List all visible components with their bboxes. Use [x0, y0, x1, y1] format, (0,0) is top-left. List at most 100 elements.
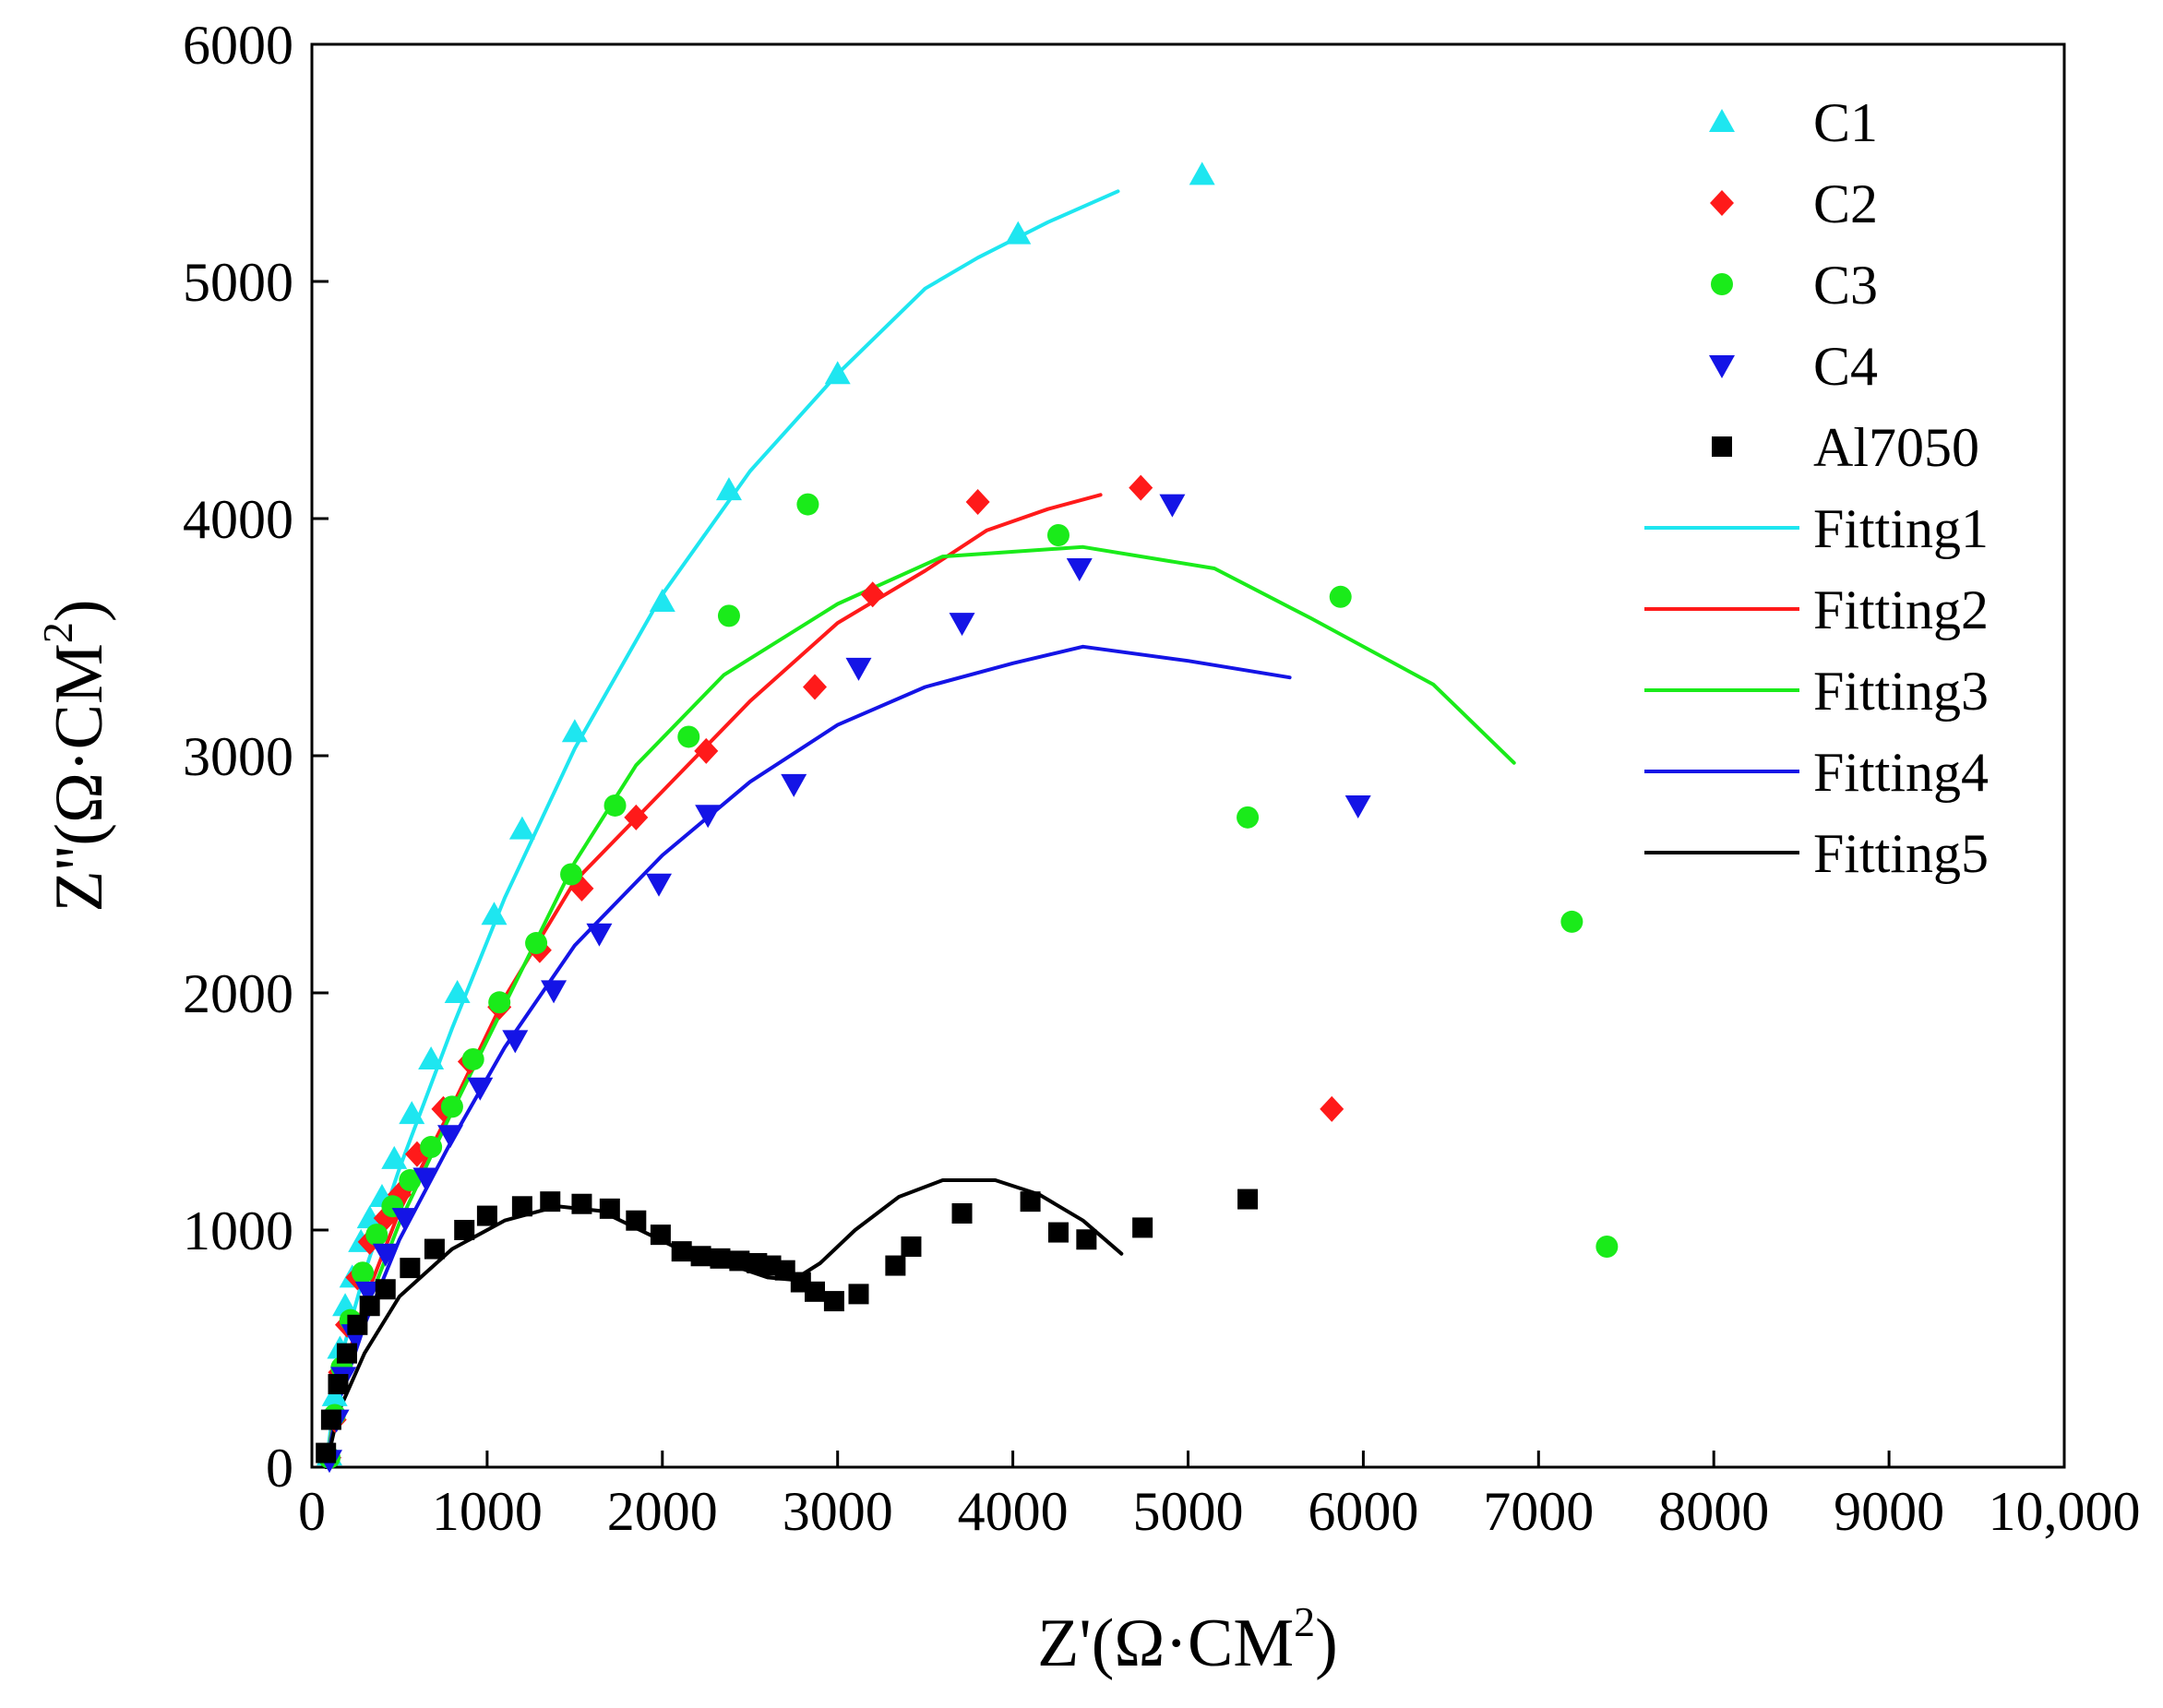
- data-point: [1047, 1222, 1069, 1243]
- legend-label: C1: [1813, 92, 1878, 153]
- data-point: [508, 816, 535, 840]
- x-axis: 0 1000 2000 3000 4000 5000 6000 7000 8000 9000 10,…: [298, 1451, 2141, 1542]
- legend-label: C3: [1813, 255, 1878, 316]
- data-point: [586, 923, 613, 947]
- legend-label: Fitting4: [1813, 742, 1989, 803]
- data-points: [316, 161, 1619, 1474]
- legend-label: Fitting2: [1813, 579, 1989, 640]
- data-point: [649, 588, 675, 612]
- series-c2: [317, 474, 1344, 1471]
- data-point: [1159, 494, 1186, 518]
- data-point: [321, 1382, 348, 1406]
- data-point: [650, 1224, 671, 1246]
- data-point: [624, 804, 649, 830]
- data-point: [418, 1045, 445, 1069]
- x-tick-label: 5000: [1133, 1481, 1244, 1542]
- y-tick-label: 2000: [183, 963, 293, 1024]
- data-point: [1132, 1217, 1153, 1238]
- data-point: [381, 1145, 408, 1169]
- data-point: [412, 1167, 439, 1191]
- x-axis-title: Z'(Ω·CM2): [1037, 1598, 1338, 1681]
- data-point: [729, 1250, 750, 1272]
- data-point: [885, 1255, 906, 1276]
- x-tick-label: 7000: [1483, 1481, 1594, 1542]
- x-tick-label: 4000: [958, 1481, 1069, 1542]
- data-point: [540, 1191, 561, 1212]
- series-line-fitting5: [324, 1178, 1124, 1469]
- data-point: [1237, 806, 1260, 829]
- legend-label: C4: [1813, 336, 1878, 397]
- data-point: [420, 1136, 443, 1159]
- data-point: [1046, 523, 1070, 546]
- data-point: [949, 613, 975, 637]
- y-tick-label: 5000: [183, 252, 293, 313]
- data-point: [965, 489, 990, 516]
- data-point: [845, 657, 872, 681]
- data-point: [1320, 1095, 1344, 1122]
- data-point: [320, 1409, 341, 1430]
- x-tick-label: 9000: [1834, 1481, 1944, 1542]
- data-point: [626, 1210, 647, 1231]
- y-tick-label: 3000: [183, 726, 293, 787]
- x-tick-label: 0: [298, 1481, 326, 1542]
- data-point: [316, 1442, 337, 1463]
- data-point: [1560, 910, 1583, 933]
- series-line-fitting2: [324, 493, 1103, 1469]
- data-point: [525, 932, 548, 955]
- data-point: [1329, 585, 1352, 608]
- x-tick-label: 1000: [432, 1481, 543, 1542]
- data-point: [424, 1238, 445, 1260]
- y-tick-label: 1000: [183, 1200, 293, 1261]
- data-point: [1076, 1229, 1097, 1250]
- data-point: [1344, 794, 1371, 818]
- data-point: [901, 1236, 922, 1257]
- data-point: [1595, 1235, 1619, 1258]
- data-point: [391, 1208, 418, 1232]
- data-point: [646, 873, 673, 897]
- data-point: [710, 1248, 731, 1269]
- data-point: [690, 1246, 711, 1267]
- data-point: [561, 719, 588, 743]
- series-line-fitting3: [324, 544, 1516, 1469]
- x-tick-label: 2000: [607, 1481, 718, 1542]
- data-point: [365, 1224, 388, 1247]
- data-point: [1066, 557, 1093, 581]
- legend-marker-c4: [1709, 355, 1735, 378]
- legend-label: Al7050: [1813, 417, 1979, 478]
- data-point: [774, 1260, 795, 1281]
- data-point: [1005, 221, 1032, 245]
- data-point: [437, 1125, 464, 1149]
- data-point: [715, 477, 742, 501]
- x-tick-label: 3000: [783, 1481, 893, 1542]
- data-point: [356, 1205, 383, 1229]
- data-point: [823, 1291, 844, 1312]
- data-point: [860, 581, 885, 608]
- legend-label: Fitting5: [1813, 823, 1989, 884]
- data-point: [599, 1198, 620, 1219]
- data-point: [824, 361, 851, 385]
- plot-frame: [310, 42, 2066, 1469]
- data-point: [444, 980, 471, 1003]
- legend-label: Fitting3: [1813, 661, 1989, 722]
- legend-marker-al7050: [1712, 436, 1732, 457]
- data-point: [1129, 474, 1153, 501]
- data-point: [440, 1095, 463, 1118]
- data-point: [848, 1284, 869, 1305]
- series-al7050: [316, 1188, 1259, 1463]
- data-point: [571, 1193, 592, 1214]
- data-point: [467, 1077, 494, 1101]
- data-point: [1020, 1191, 1041, 1212]
- data-point: [488, 991, 511, 1014]
- series-line-fitting1: [324, 189, 1120, 1469]
- legend-marker-c1: [1709, 109, 1735, 132]
- data-point: [336, 1343, 357, 1364]
- data-point: [694, 737, 719, 764]
- data-point: [541, 980, 568, 1004]
- legend: C1 C2 C3 C4 Al7050 Fitting1 Fitting2 Fitting3 Fi…: [1644, 92, 1989, 884]
- legend-label: Fitting1: [1813, 498, 1989, 559]
- data-point: [717, 604, 740, 627]
- data-point: [695, 805, 722, 829]
- x-tick-label: 10,000: [1989, 1481, 2141, 1542]
- data-point: [511, 1196, 532, 1217]
- data-point: [677, 725, 700, 748]
